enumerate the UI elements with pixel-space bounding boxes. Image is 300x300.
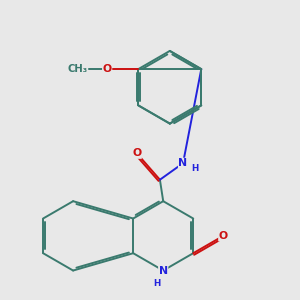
Text: N: N [159,266,168,275]
Text: O: O [103,64,112,74]
Text: N: N [178,158,188,168]
Text: O: O [219,231,228,241]
Text: CH₃: CH₃ [68,64,88,74]
Text: H: H [191,164,198,173]
Text: H: H [154,279,161,288]
Text: O: O [132,148,141,158]
